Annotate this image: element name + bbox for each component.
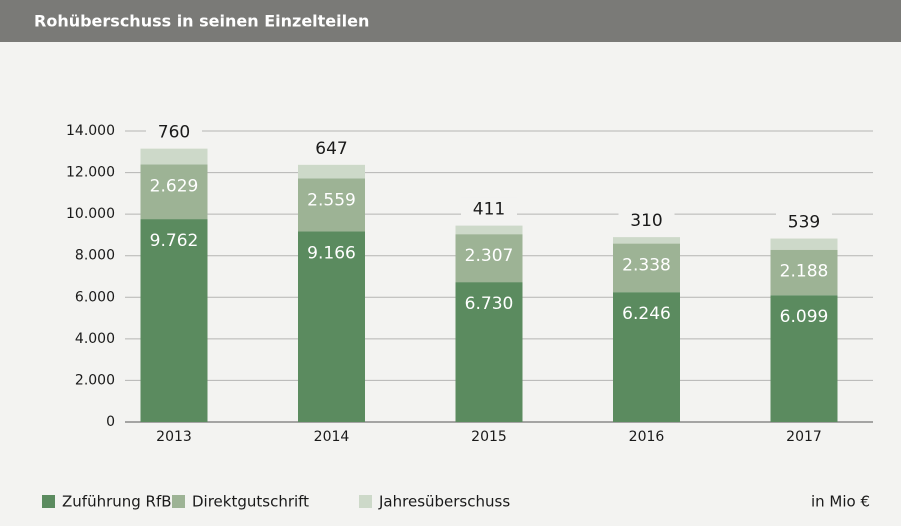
bar-segment: [298, 231, 365, 422]
y-tick-label: 2.000: [75, 372, 115, 388]
y-tick-label: 14.000: [66, 123, 115, 139]
bar-segment: [770, 249, 838, 296]
legend-swatch: [42, 495, 55, 508]
bar-segment: [455, 234, 523, 283]
value-label: 760: [158, 123, 190, 143]
bar-segment: [455, 225, 523, 235]
bar-segment: [613, 243, 680, 293]
y-tick-label: 10.000: [66, 206, 115, 222]
value-label: 2.338: [622, 256, 671, 276]
label-backdrop: [461, 197, 517, 220]
value-label: 6.099: [780, 307, 829, 327]
bar-segment: [298, 178, 365, 232]
bar-segment: [455, 282, 523, 422]
y-tick-label: 6.000: [75, 289, 115, 305]
x-tick-label: 2017: [786, 429, 822, 445]
bar-segment: [140, 164, 208, 220]
value-label: 2.307: [465, 246, 514, 266]
value-label: 2.559: [307, 190, 356, 210]
value-label: 6.246: [622, 304, 671, 324]
value-label: 411: [473, 200, 505, 220]
legend-label: Jahresüberschuss: [378, 493, 510, 511]
legend-label: Zuführung RfB: [62, 493, 172, 511]
y-tick-label: 12.000: [66, 165, 115, 181]
bar-segment: [613, 292, 680, 422]
chart-title: Rohüberschuss in seinen Einzelteilen: [34, 12, 369, 31]
value-label: 9.166: [307, 243, 356, 263]
value-label: 9.762: [150, 231, 199, 251]
label-backdrop: [303, 136, 360, 159]
x-tick-label: 2014: [314, 429, 350, 445]
label-backdrop: [618, 209, 675, 232]
y-tick-label: 0: [106, 414, 115, 430]
legend-label: Direktgutschrift: [192, 493, 309, 511]
x-tick-label: 2016: [629, 429, 665, 445]
x-tick-label: 2013: [156, 429, 192, 445]
value-label: 647: [315, 139, 347, 159]
bar-segment: [140, 219, 208, 422]
bar-segment: [613, 237, 680, 244]
unit-label: in Mio €: [811, 493, 870, 511]
value-label: 310: [630, 211, 662, 231]
y-tick-label: 4.000: [75, 331, 115, 347]
value-label: 6.730: [465, 294, 514, 314]
legend-swatch: [359, 495, 372, 508]
legend-swatch: [172, 495, 185, 508]
header-bar: [0, 0, 901, 42]
bar-segment: [298, 164, 365, 179]
label-backdrop: [776, 210, 832, 233]
value-label: 539: [788, 213, 820, 233]
label-backdrop: [146, 120, 202, 143]
bar-segment: [770, 238, 838, 250]
x-tick-label: 2015: [471, 429, 507, 445]
bar-segment: [140, 148, 208, 165]
value-label: 2.188: [780, 262, 829, 282]
y-tick-label: 8.000: [75, 248, 115, 264]
bar-segment: [770, 295, 838, 422]
value-label: 2.629: [150, 176, 199, 196]
